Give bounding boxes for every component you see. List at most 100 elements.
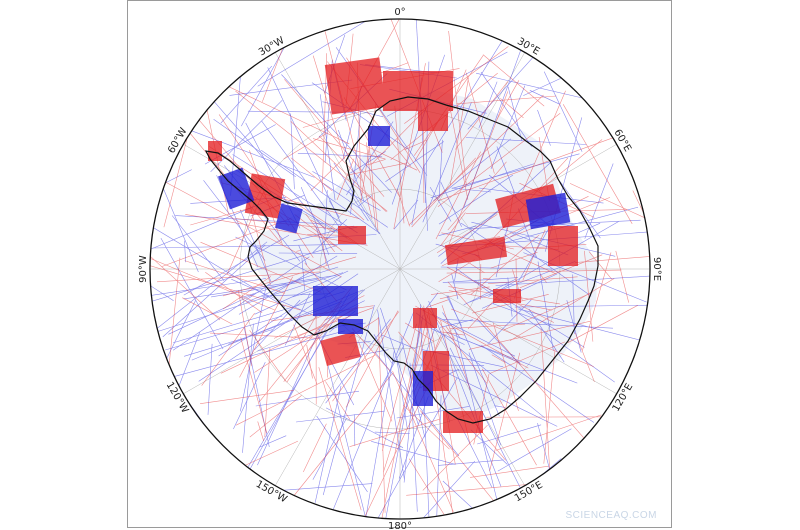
antarctic-anomaly-map: 0°30°E60°E90°E120°E150°E180°150°W120°W90… — [138, 7, 662, 529]
survey-track — [449, 77, 469, 187]
survey-track — [312, 55, 346, 160]
survey-track — [562, 104, 633, 224]
survey-track — [257, 421, 264, 442]
survey-track — [572, 274, 575, 334]
survey-track — [582, 252, 612, 351]
survey-track — [422, 102, 472, 223]
survey-track — [257, 323, 350, 352]
survey-track — [200, 389, 294, 404]
survey-track — [325, 407, 404, 448]
survey-track — [615, 250, 629, 303]
survey-track — [559, 181, 601, 239]
survey-track — [150, 251, 276, 311]
survey-track — [222, 256, 357, 297]
survey-track — [298, 244, 308, 265]
survey-track — [290, 157, 333, 192]
survey-track — [152, 243, 367, 249]
survey-track — [537, 109, 551, 146]
survey-track — [150, 241, 268, 338]
survey-track — [488, 276, 578, 284]
survey-track — [363, 349, 395, 519]
survey-track — [205, 272, 263, 313]
survey-track — [430, 163, 535, 199]
survey-track — [377, 317, 386, 513]
survey-track — [306, 344, 313, 379]
survey-track — [281, 74, 392, 193]
survey-track — [451, 187, 492, 193]
survey-track — [493, 322, 519, 411]
survey-track — [400, 336, 426, 438]
survey-track — [172, 256, 310, 351]
survey-track — [415, 460, 476, 519]
survey-track — [523, 252, 647, 303]
survey-track — [435, 151, 481, 240]
survey-track — [451, 153, 580, 189]
survey-track — [423, 305, 454, 519]
survey-track — [408, 458, 448, 519]
survey-track — [293, 373, 393, 497]
survey-track — [529, 90, 560, 105]
survey-track — [442, 312, 461, 339]
survey-track — [470, 465, 549, 478]
survey-track — [184, 240, 186, 263]
longitude-label: 90°W — [138, 255, 149, 283]
survey-track — [477, 424, 542, 445]
survey-track — [535, 446, 579, 499]
survey-track — [468, 352, 502, 446]
survey-track — [430, 364, 558, 427]
survey-track — [284, 79, 385, 197]
survey-track — [261, 150, 381, 234]
survey-track — [470, 429, 508, 465]
survey-track — [470, 234, 540, 295]
survey-track — [240, 337, 268, 433]
survey-track — [318, 135, 363, 181]
survey-track — [249, 330, 287, 382]
survey-track — [415, 312, 545, 419]
survey-track — [463, 279, 516, 306]
survey-track — [316, 415, 368, 493]
survey-track — [455, 81, 509, 150]
survey-track — [235, 90, 388, 212]
survey-track — [154, 272, 344, 333]
survey-track — [255, 390, 360, 407]
survey-track — [249, 395, 302, 438]
survey-track — [446, 269, 622, 274]
survey-track — [447, 281, 597, 453]
survey-track — [200, 241, 322, 293]
survey-track — [286, 302, 341, 383]
survey-track — [522, 229, 546, 281]
survey-track — [231, 278, 317, 318]
survey-track — [380, 327, 421, 519]
survey-track — [471, 221, 616, 257]
survey-track — [474, 280, 585, 348]
survey-track — [283, 319, 334, 382]
survey-track — [310, 152, 350, 191]
survey-track — [385, 141, 444, 183]
survey-track — [396, 406, 470, 419]
longitude-label: 90°E — [651, 257, 662, 281]
survey-track — [184, 329, 273, 357]
survey-track — [437, 113, 561, 207]
survey-track — [220, 65, 273, 124]
survey-track — [150, 169, 192, 195]
survey-track — [209, 146, 359, 245]
longitude-label: 0° — [394, 7, 405, 18]
survey-track — [345, 310, 399, 408]
survey-track — [430, 286, 490, 295]
survey-track — [162, 187, 199, 273]
survey-track — [382, 323, 417, 451]
survey-track — [311, 82, 408, 149]
survey-track — [411, 164, 425, 225]
survey-track — [482, 278, 491, 280]
survey-track — [489, 352, 521, 472]
survey-track — [393, 199, 419, 230]
survey-track — [239, 276, 293, 378]
survey-track — [499, 247, 557, 275]
survey-track — [478, 81, 498, 129]
survey-track — [482, 54, 545, 107]
survey-track — [290, 113, 295, 190]
survey-track — [296, 250, 301, 252]
survey-track — [451, 308, 594, 367]
survey-track — [538, 139, 603, 192]
survey-track — [300, 315, 317, 343]
